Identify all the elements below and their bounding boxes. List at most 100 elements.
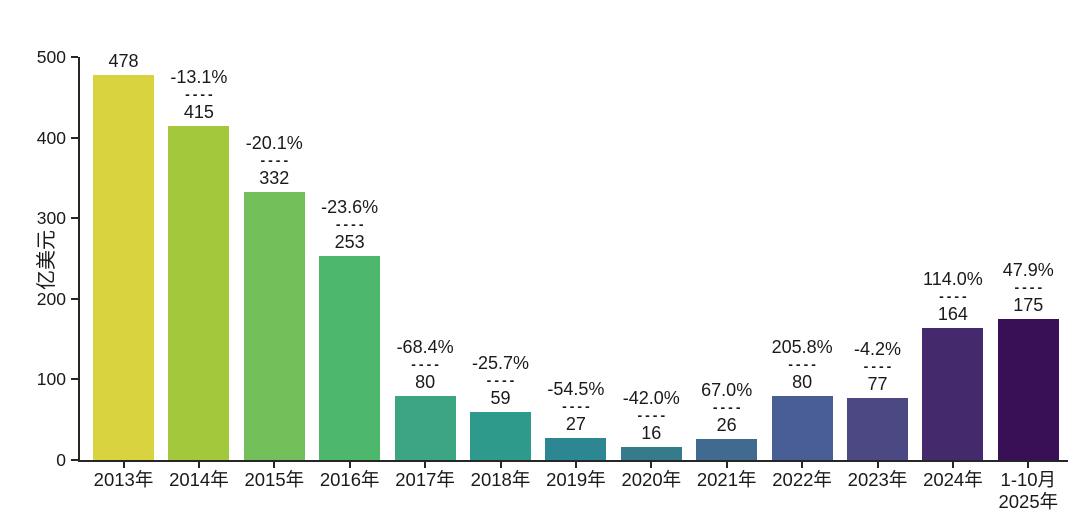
- bar: [319, 256, 381, 460]
- x-tick-mark: [725, 462, 728, 468]
- pct-change-label: -4.2%: [853, 338, 902, 359]
- x-tick-label: 2021年: [667, 469, 787, 491]
- pct-change-label: 67.0%: [701, 380, 753, 401]
- y-axis-line: [78, 57, 80, 462]
- x-tick-label: 2015年: [214, 469, 334, 491]
- bar-annotation: -25.7% ---- 59: [446, 353, 556, 409]
- bar-value-label: 415: [183, 101, 214, 122]
- dash-separator: ----: [863, 357, 895, 374]
- x-tick-mark: [197, 462, 200, 468]
- x-tick-mark: [876, 462, 879, 468]
- x-tick-label-line: 2023年: [847, 469, 908, 490]
- bar-annotation: -54.5% ---- 27: [521, 379, 631, 435]
- bar: [243, 192, 305, 460]
- dash-separator: ----: [939, 287, 970, 304]
- y-tick-mark: [71, 378, 78, 381]
- x-tick-label-line: 2018年: [470, 469, 531, 490]
- pct-change-label: 114.0%: [923, 268, 983, 289]
- bar-value-label: 80: [792, 371, 813, 392]
- dash-separator: ----: [562, 398, 593, 415]
- pct-change-label: -25.7%: [471, 353, 530, 374]
- x-tick-label-line: 2020年: [621, 469, 682, 490]
- bar-annotation: 47.9% ---- 175: [973, 260, 1080, 316]
- bar-value-label: 478: [108, 50, 139, 71]
- bar-value-label: 16: [641, 423, 662, 444]
- pct-change-label: -68.4%: [396, 336, 454, 357]
- dash-separator: ----: [712, 399, 744, 416]
- x-tick-label-line: 2019年: [546, 469, 606, 490]
- x-tick-label-line: 2022年: [772, 469, 832, 490]
- bar: [394, 395, 456, 460]
- y-tick-mark: [71, 56, 78, 58]
- bar-annotation: 114.0% ---- 164: [898, 269, 1008, 325]
- x-tick-label: 2016年: [290, 469, 410, 491]
- x-tick-label-line: 2014年: [169, 469, 229, 490]
- x-tick-label: 2018年: [441, 469, 561, 491]
- x-tick-label: 2024年: [893, 469, 1013, 491]
- x-tick-mark: [424, 462, 427, 468]
- bar: [168, 125, 230, 460]
- bar-value-label: 80: [415, 371, 436, 392]
- y-tick-label: 0: [56, 450, 66, 470]
- x-tick-label-line: 2013年: [93, 469, 154, 490]
- bar: [93, 74, 154, 460]
- x-tick-label: 1-10月 2025年: [968, 469, 1080, 512]
- x-tick-label: 2017年: [365, 469, 485, 491]
- y-tick-mark: [71, 459, 78, 461]
- bar-value-label: 27: [565, 414, 586, 435]
- bar: [771, 395, 833, 460]
- dash-separator: ----: [185, 85, 216, 102]
- x-tick-label-line: 2024年: [923, 469, 983, 490]
- x-tick-label: 2023年: [818, 469, 938, 491]
- y-tick-label: 400: [36, 127, 66, 148]
- bar-value-label: 175: [1013, 294, 1044, 315]
- y-tick-label: 500: [36, 47, 66, 67]
- pct-change-label: -13.1%: [170, 66, 228, 87]
- x-tick-mark: [574, 462, 577, 468]
- bar: [470, 412, 531, 460]
- pct-change-label: -54.5%: [547, 379, 605, 400]
- dash-separator: ----: [637, 407, 669, 424]
- y-tick-label: 100: [36, 369, 66, 390]
- x-tick-label-line: 2016年: [319, 469, 380, 490]
- plot-area: 0 100 200 300 400 500 478 -13.1% ---- 415 -20.1% -…: [37, 47, 1068, 512]
- bar-annotation: -42.0% ---- 16: [596, 388, 706, 444]
- x-tick-mark: [1027, 462, 1030, 468]
- dash-separator: ----: [788, 355, 819, 372]
- x-tick-label: 2013年: [64, 469, 184, 491]
- x-tick-mark: [273, 462, 276, 468]
- x-tick-mark: [122, 462, 125, 468]
- bar: [997, 318, 1059, 460]
- y-tick-mark: [71, 217, 78, 220]
- bar: [545, 438, 607, 460]
- bar-value-label: 253: [334, 232, 365, 253]
- pct-change-label: -20.1%: [245, 133, 303, 154]
- x-tick-mark: [499, 462, 502, 468]
- bar-annotation: 67.0% ---- 26: [672, 380, 782, 436]
- bar-annotation: -13.1% ---- 415: [144, 67, 254, 123]
- y-tick-mark: [71, 136, 78, 139]
- bar-value-label: 332: [259, 168, 290, 189]
- bar-annotation: 205.8% ---- 80: [747, 337, 857, 393]
- x-axis-line: [78, 460, 1068, 462]
- bar-value-label: 26: [716, 415, 737, 436]
- y-tick-label: 300: [36, 208, 66, 229]
- dash-separator: ----: [486, 372, 518, 389]
- bar-value-label: 59: [490, 388, 511, 409]
- pct-change-label: 47.9%: [1002, 259, 1054, 280]
- bar-value-label: 164: [937, 303, 968, 324]
- bar: [696, 439, 758, 460]
- pct-change-label: -42.0%: [622, 388, 680, 409]
- x-tick-label-line: 2021年: [696, 469, 757, 490]
- y-tick-label: 200: [36, 288, 66, 309]
- dash-separator: ----: [260, 152, 292, 169]
- x-tick-label-line: 2017年: [395, 469, 455, 490]
- bar: [922, 327, 984, 460]
- y-tick-mark: [71, 297, 78, 300]
- bar-annotation: -68.4% ---- 80: [370, 337, 480, 393]
- bar-annotation: -23.6% ---- 253: [295, 197, 405, 253]
- dash-separator: ----: [1014, 278, 1046, 295]
- x-tick-label-line: 1-10月: [1000, 469, 1057, 490]
- bar: [620, 447, 682, 460]
